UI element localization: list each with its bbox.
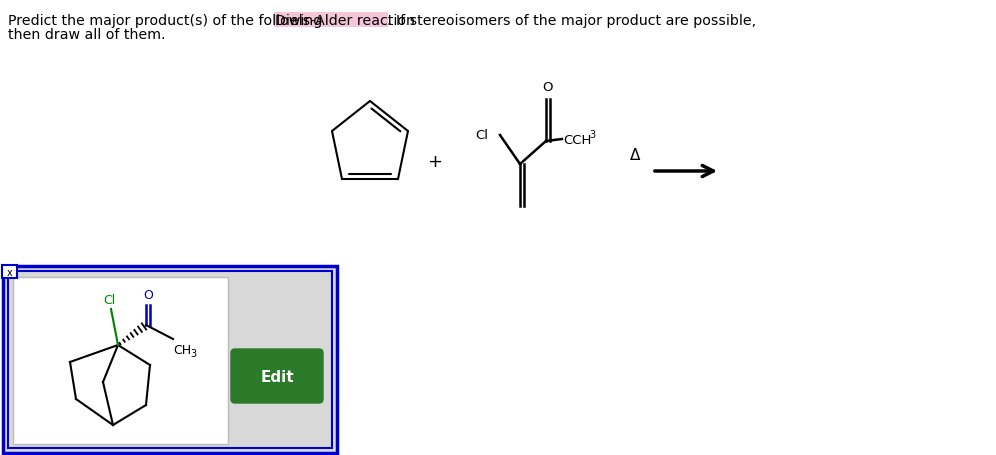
Text: Δ: Δ: [629, 147, 640, 162]
Bar: [3, 267, 337, 453]
Text: O: O: [543, 81, 553, 94]
Text: x: x: [7, 267, 12, 277]
Text: then draw all of them.: then draw all of them.: [8, 28, 165, 42]
Text: Diels-Alder reaction: Diels-Alder reaction: [275, 14, 415, 28]
Text: 3: 3: [589, 130, 596, 140]
Text: 3: 3: [190, 348, 196, 358]
Text: CCH: CCH: [563, 133, 592, 146]
Text: Cl: Cl: [103, 293, 116, 306]
Text: Predict the major product(s) of the following: Predict the major product(s) of the foll…: [8, 14, 327, 28]
Text: CH: CH: [173, 343, 191, 356]
Text: +: +: [427, 153, 442, 171]
FancyBboxPatch shape: [231, 349, 323, 403]
Text: Cl: Cl: [475, 129, 488, 142]
Bar: [2, 265, 17, 278]
Text: O: O: [143, 288, 153, 301]
Text: . If stereoisomers of the major product are possible,: . If stereoisomers of the major product …: [387, 14, 756, 28]
Text: Edit: Edit: [260, 369, 294, 384]
Bar: [274, 12, 388, 27]
Bar: [8, 271, 332, 448]
Bar: [13, 278, 228, 444]
